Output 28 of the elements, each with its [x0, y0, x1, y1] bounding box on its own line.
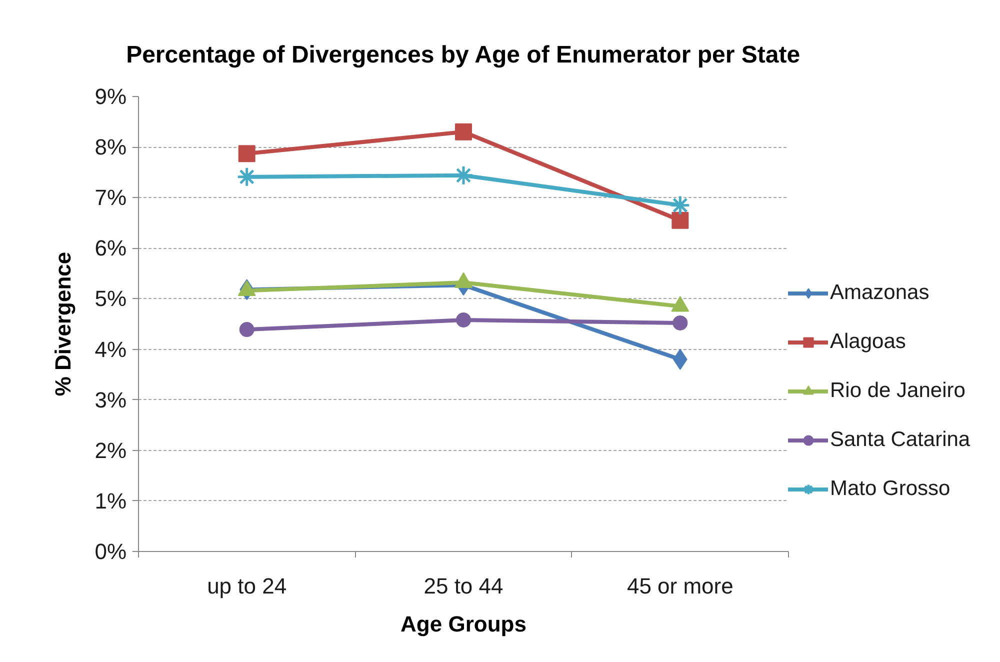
- chart-title: Percentage of Divergences by Age of Enumerator per State: [126, 42, 800, 68]
- y-tick-label: 0%: [94, 539, 126, 564]
- legend-label: Alagoas: [830, 330, 906, 354]
- y-tick-label: 3%: [94, 387, 126, 412]
- x-tick-label: 45 or more: [626, 574, 734, 598]
- point: [670, 194, 690, 216]
- point: [672, 316, 688, 330]
- y-tick-label: 1%: [94, 488, 126, 514]
- point: [455, 123, 472, 140]
- point: [238, 145, 256, 162]
- x-tick-label: 25 to 44: [424, 574, 504, 598]
- legend-label: Amazonas: [830, 281, 930, 305]
- y-tick-label: 9%: [94, 84, 126, 109]
- legend-label: Santa Catarina: [830, 428, 970, 452]
- legend-label: Mato Grosso: [830, 477, 950, 501]
- x-tick-label: up to 24: [207, 574, 287, 598]
- y-tick-label: 6%: [94, 236, 126, 261]
- point: [456, 312, 471, 328]
- y-tick-label: 5%: [94, 286, 126, 312]
- point: [239, 322, 254, 338]
- y-tick-label: 7%: [94, 185, 126, 210]
- legend-label: Rio de Janeiro: [830, 379, 966, 403]
- x-axis-title: Age Groups: [400, 612, 526, 636]
- y-tick-label: 2%: [94, 438, 126, 463]
- y-tick-label: 4%: [94, 336, 126, 362]
- y-tick-label: 8%: [94, 134, 126, 160]
- y-axis-title: % Divergence: [50, 252, 76, 396]
- point: [672, 212, 689, 229]
